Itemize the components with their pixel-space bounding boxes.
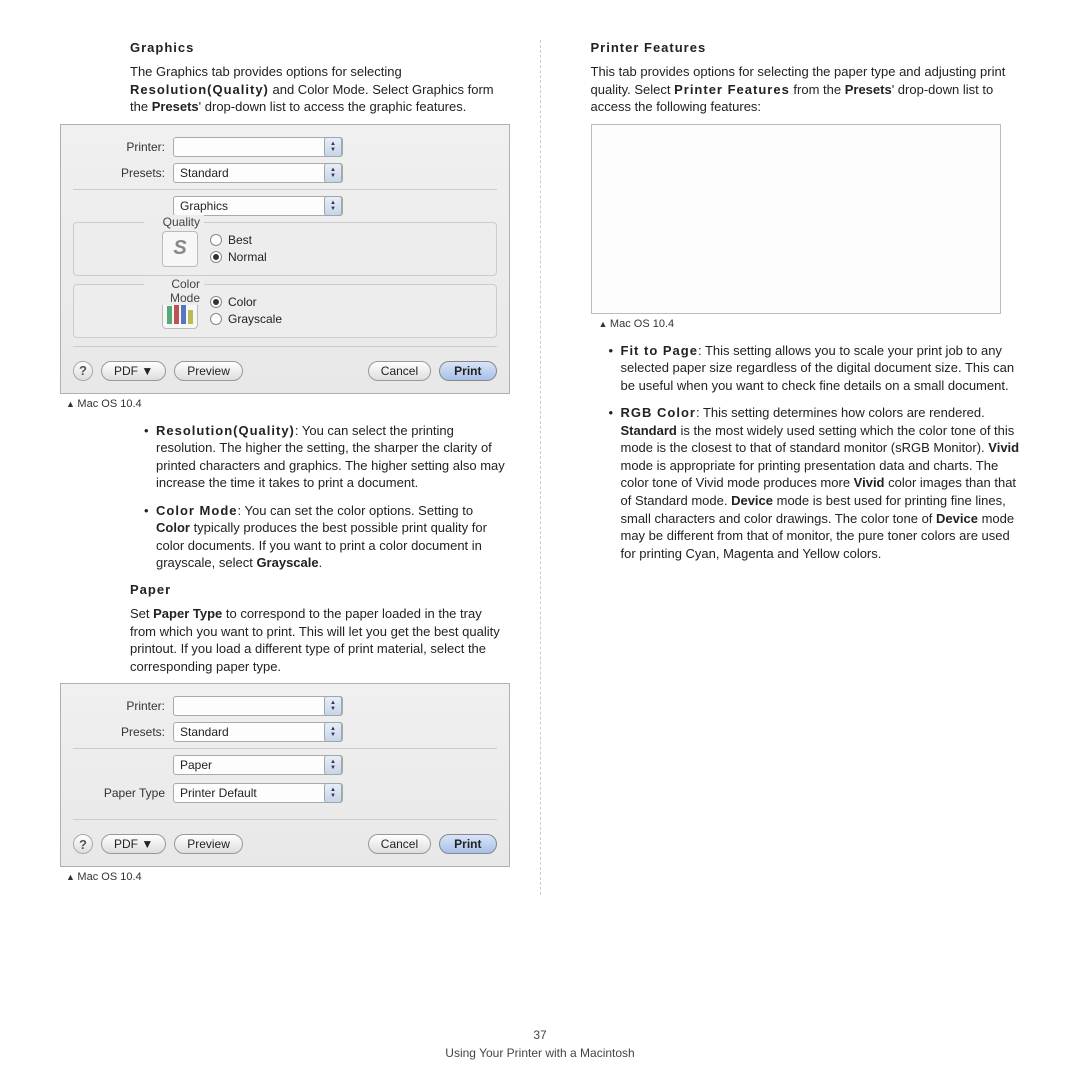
left-column: Graphics The Graphics tab provides optio… — [60, 40, 510, 895]
bullet-colormode: Color Mode: You can set the color option… — [156, 502, 510, 572]
preview-button[interactable]: Preview — [174, 834, 243, 854]
radio-icon — [210, 313, 222, 325]
pdf-button[interactable]: PDF ▼ — [101, 361, 166, 381]
radio-icon — [210, 234, 222, 246]
graphics-bullets: Resolution(Quality): You can select the … — [156, 422, 510, 572]
quality-best-radio[interactable]: Best — [210, 233, 267, 247]
chevron-updown-icon: ▲▼ — [324, 137, 342, 157]
paper-heading: Paper — [130, 582, 510, 597]
radio-icon — [210, 251, 222, 263]
chevron-updown-icon: ▲▼ — [324, 196, 342, 216]
caption-macos: Mac OS 10.4 — [599, 318, 1021, 330]
printer-label: Printer: — [73, 140, 173, 154]
cancel-button[interactable]: Cancel — [368, 834, 431, 854]
quality-fieldset: Quality S Best Normal — [73, 222, 497, 276]
chevron-updown-icon: ▲▼ — [324, 783, 342, 803]
colormode-color-radio[interactable]: Color — [210, 295, 282, 309]
graphics-intro: The Graphics tab provides options for se… — [130, 63, 510, 116]
printer-features-intro: This tab provides options for selecting … — [591, 63, 1021, 116]
radio-icon — [210, 296, 222, 308]
presets-label: Presets: — [73, 725, 173, 739]
papertype-label: Paper Type — [73, 786, 173, 800]
printer-select[interactable]: ▲▼ — [173, 137, 343, 157]
caption-macos: Mac OS 10.4 — [66, 398, 510, 410]
chevron-updown-icon: ▲▼ — [324, 696, 342, 716]
graphics-dialog: Printer: ▲▼ Presets: Standard ▲▼ Graphic… — [60, 124, 510, 394]
page-footer: 37 Using Your Printer with a Macintosh — [0, 1028, 1080, 1060]
footer-text: Using Your Printer with a Macintosh — [0, 1046, 1080, 1060]
column-divider — [540, 40, 541, 895]
papertype-select[interactable]: Printer Default ▲▼ — [173, 783, 343, 803]
graphics-heading: Graphics — [130, 40, 510, 55]
bullet-fit-to-page: Fit to Page: This setting allows you to … — [621, 342, 1021, 395]
preview-button[interactable]: Preview — [174, 361, 243, 381]
caption-macos: Mac OS 10.4 — [66, 871, 510, 883]
paper-intro: Set Paper Type to correspond to the pape… — [130, 605, 510, 675]
tab-select[interactable]: Graphics ▲▼ — [173, 196, 343, 216]
printer-features-bullets: Fit to Page: This setting allows you to … — [621, 342, 1021, 563]
presets-select[interactable]: Standard ▲▼ — [173, 722, 343, 742]
print-button[interactable]: Print — [439, 834, 496, 854]
printer-label: Printer: — [73, 699, 173, 713]
chevron-updown-icon: ▲▼ — [324, 722, 342, 742]
help-button[interactable]: ? — [73, 834, 93, 854]
print-button[interactable]: Print — [439, 361, 496, 381]
empty-screenshot-placeholder — [591, 124, 1001, 314]
bullet-rgb-color: RGB Color: This setting determines how c… — [621, 404, 1021, 562]
presets-select[interactable]: Standard ▲▼ — [173, 163, 343, 183]
bullet-resolution: Resolution(Quality): You can select the … — [156, 422, 510, 492]
help-button[interactable]: ? — [73, 361, 93, 381]
quality-icon: S — [162, 231, 198, 267]
printer-select[interactable]: ▲▼ — [173, 696, 343, 716]
right-column: Printer Features This tab provides optio… — [571, 40, 1021, 895]
quality-normal-radio[interactable]: Normal — [210, 250, 267, 264]
presets-label: Presets: — [73, 166, 173, 180]
chevron-updown-icon: ▲▼ — [324, 755, 342, 775]
printer-features-heading: Printer Features — [591, 40, 1021, 55]
chevron-updown-icon: ▲▼ — [324, 163, 342, 183]
page-number: 37 — [0, 1028, 1080, 1042]
colormode-fieldset: Color Mode Color — [73, 284, 497, 338]
cancel-button[interactable]: Cancel — [368, 361, 431, 381]
colormode-grayscale-radio[interactable]: Grayscale — [210, 312, 282, 326]
paper-dialog: Printer: ▲▼ Presets: Standard ▲▼ Paper ▲… — [60, 683, 510, 867]
pdf-button[interactable]: PDF ▼ — [101, 834, 166, 854]
tab-select[interactable]: Paper ▲▼ — [173, 755, 343, 775]
